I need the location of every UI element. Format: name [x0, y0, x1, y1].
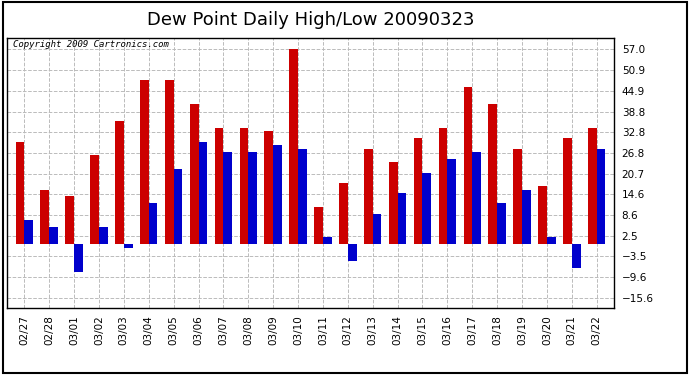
Bar [264, 132, 273, 244]
Bar [414, 138, 422, 244]
Bar [597, 148, 605, 244]
Bar [489, 104, 497, 244]
Bar [49, 227, 58, 244]
Bar [348, 244, 357, 261]
Bar [339, 183, 348, 244]
Bar [323, 237, 332, 244]
Bar [199, 142, 207, 244]
Bar [239, 128, 248, 244]
Bar [513, 148, 522, 244]
Bar [422, 172, 431, 244]
Bar [190, 104, 199, 244]
Bar [41, 190, 49, 244]
Bar [563, 138, 572, 244]
Bar [90, 155, 99, 244]
Bar [373, 213, 382, 244]
Bar [389, 162, 397, 244]
Bar [215, 128, 224, 244]
Bar [99, 227, 108, 244]
Bar [140, 80, 149, 244]
Bar [522, 190, 531, 244]
Bar [66, 196, 74, 244]
Bar [24, 220, 33, 244]
Bar [115, 121, 124, 244]
Bar [165, 80, 174, 244]
Bar [572, 244, 580, 268]
Bar [273, 145, 282, 244]
Bar [298, 148, 307, 244]
Text: Dew Point Daily High/Low 20090323: Dew Point Daily High/Low 20090323 [147, 11, 474, 29]
Bar [397, 193, 406, 244]
Bar [16, 142, 24, 244]
Bar [497, 203, 506, 244]
Bar [248, 152, 257, 244]
Bar [439, 128, 447, 244]
Bar [174, 169, 182, 244]
Bar [289, 50, 298, 244]
Bar [464, 87, 472, 244]
Bar [364, 148, 373, 244]
Bar [74, 244, 83, 272]
Bar [314, 207, 323, 244]
Text: Copyright 2009 Cartronics.com: Copyright 2009 Cartronics.com [13, 40, 169, 49]
Bar [447, 159, 456, 244]
Bar [124, 244, 132, 248]
Bar [224, 152, 232, 244]
Bar [547, 237, 555, 244]
Bar [149, 203, 157, 244]
Bar [588, 128, 597, 244]
Bar [472, 152, 481, 244]
Bar [538, 186, 547, 244]
